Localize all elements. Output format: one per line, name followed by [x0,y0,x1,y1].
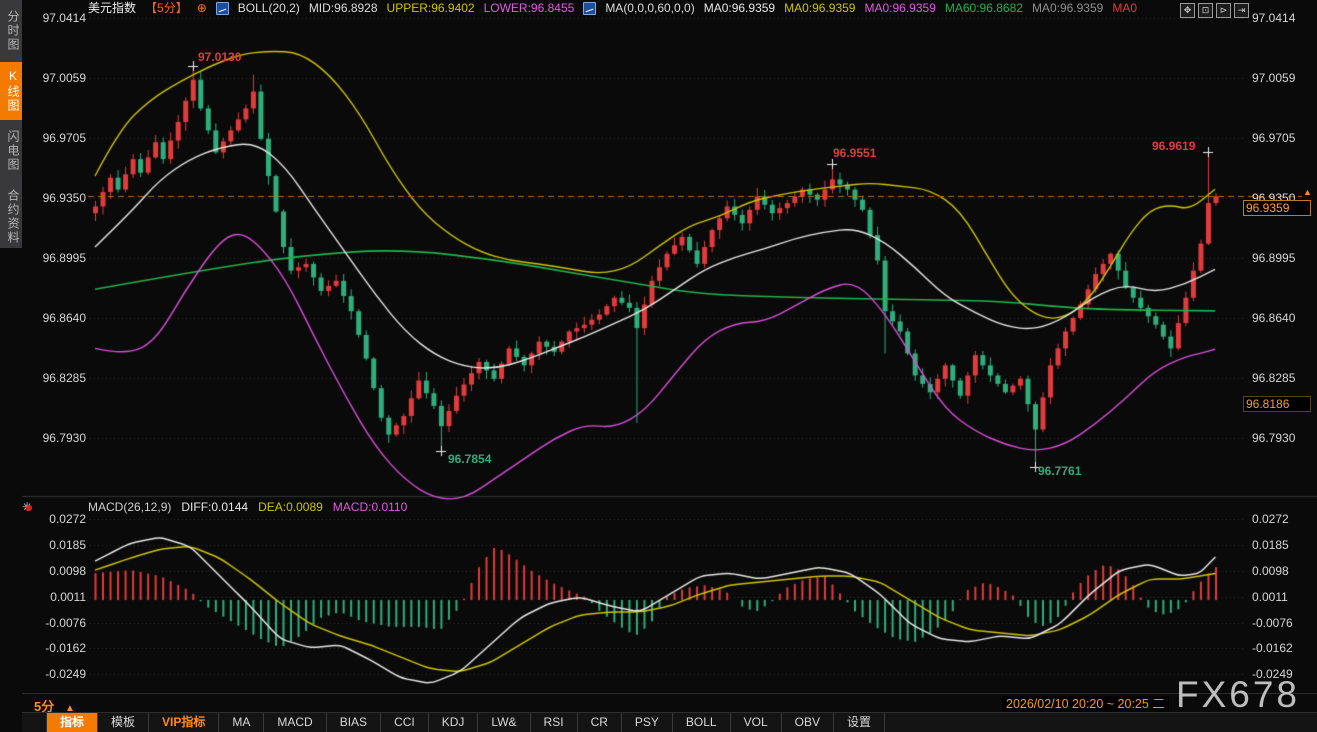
price-annotation: 97.0130 [198,50,242,64]
axis-label: -0.0076 [45,615,86,630]
axis-label: 97.0414 [1252,11,1296,26]
zoom-axes-icon[interactable]: ⊡ [1198,3,1213,18]
toolbar-tab-1[interactable]: 指标 [47,713,99,732]
period-tag: 【5分】 [145,1,188,15]
axis-label: 96.8995 [1252,250,1296,265]
axis-label: 0.0185 [1252,537,1289,552]
indicator-header: 美元指数 【5分】 ⊕ BOLL(20,2) MID:96.8928 UPPER:96.9… [88,1,1137,16]
toolbar-tab-2[interactable]: 模板 [98,713,150,732]
axis-label: 96.8285 [1252,370,1296,385]
axis-label: 0.0098 [49,563,86,578]
toolbar-gap [22,713,47,732]
add-indicator-icon[interactable]: ⊕ [196,1,207,15]
symbol-name: 美元指数 [88,1,137,15]
axis-label: 0.0272 [49,511,86,526]
marked-level-box: 96.8186 [1243,396,1311,412]
toolbar-tab-7[interactable]: CCI [381,713,429,732]
axis-label: 96.9705 [42,131,86,145]
sidebar-item-3[interactable]: 闪电图 [6,130,20,172]
zoom-play-icon[interactable]: ⊳ [1216,3,1231,18]
boll-mid-value: MID:96.8928 [308,1,378,15]
chart-type-sidebar: 分时图 K线图闪电图合约资料 [0,0,22,248]
window-tool-icons: ✥ ⊡ ⊳ ⇥ [1180,3,1249,18]
period-selector[interactable]: 5分 ▲ [34,696,75,715]
ma-value-2: MA0:96.9359 [784,1,856,15]
axis-label: 0.0011 [1252,589,1288,604]
macd-header: MACD(26,12,9) DIFF:0.0144 DEA:0.0089 MACD:0… [88,500,407,515]
sidebar-item-4[interactable]: 合约资料 [6,189,20,245]
boll-lower-value: LOWER:96.8455 [483,1,575,15]
toolbar-tab-14[interactable]: VOL [731,713,782,732]
period-dropdown-arrow-icon: ▲ [62,703,75,714]
ma-value-6: MA0 [1112,1,1138,15]
ma-value-1: MA0:96.9359 [703,1,776,15]
price-annotation: 96.9619 [1152,139,1196,153]
axis-label: -0.0162 [45,641,86,656]
axis-label: 96.8285 [42,370,86,385]
ma60-value: MA60:96.8682 [944,1,1023,15]
toolbar-tab-11[interactable]: CR [578,713,622,732]
toolbar-tab-5[interactable]: MACD [264,713,327,732]
watermark: FX678 [1176,674,1301,715]
axis-label: 96.9350 [42,191,86,205]
boll-label: BOLL(20,2) [237,1,300,15]
current-price-box: 96.9359 [1243,200,1311,216]
mini-chart-icon [583,2,597,15]
toolbar-tab-9[interactable]: LW& [478,713,531,732]
axis-label: 0.0272 [1252,511,1289,526]
axis-label: 96.7930 [42,430,86,445]
toolbar-tab-10[interactable]: RSI [531,713,578,732]
axis-label: 96.7930 [1252,430,1296,445]
axis-label: 97.0059 [42,71,86,86]
toolbar-tab-13[interactable]: BOLL [673,713,731,732]
ma-value-5: MA0:96.9359 [1031,1,1104,15]
axis-label: 0.0011 [50,589,86,604]
axis-label: 97.0414 [42,11,86,26]
diff-value: DIFF:0.0144 [181,500,249,514]
axis-label: -0.0249 [1252,667,1293,682]
timeline-row: 5分 ▲ 2026/02/10 20:20 ~ 20:25 二 [22,693,1317,715]
mini-chart-icon [215,2,229,15]
axis-label: 96.8995 [42,250,86,265]
axis-label: 97.0059 [1252,71,1296,86]
axis-label: 96.9705 [1252,131,1296,145]
ma-value-3: MA0:96.9359 [864,1,936,15]
ma-label: MA(0,0,0,60,0,0) [605,1,695,15]
live-alert-icon [22,500,36,515]
price-annotation: 96.7761 [1038,464,1082,478]
axis-label: 0.0185 [49,537,86,552]
axis-label: -0.0076 [1252,615,1293,630]
toolbar-tab-3[interactable]: VIP指标 [149,713,220,732]
toolbar-tab-12[interactable]: PSY [622,713,673,732]
toolbar-tab-16[interactable]: 设置 [834,713,885,732]
axis-label: 0.0098 [1252,563,1289,578]
toolbar-tab-4[interactable]: MA [219,713,265,732]
macd-value: MACD:0.0110 [332,500,408,514]
sidebar-item-2[interactable]: K线图 [0,62,22,120]
toolbar-tab-6[interactable]: BIAS [327,713,382,732]
indicator-toolbar: 指标 模板 VIP指标 MA MACD BIAS CCI KDJ LW& RSI CR PSY BOLL… [22,712,1317,732]
toolbar-tab-8[interactable]: KDJ [429,713,479,732]
macd-params: MACD(26,12,9) [88,500,172,514]
current-price-arrow-icon: ▲ [1303,187,1312,197]
export-icon[interactable]: ⇥ [1234,3,1249,18]
period-label: 5分 [34,699,55,714]
sidebar-item-1[interactable]: 分时图 [6,10,20,52]
axis-label: 96.8640 [1252,310,1296,325]
time-range-label: 2026/02/10 20:20 ~ 20:25 二 [1002,696,1169,712]
boll-upper-value: UPPER:96.9402 [386,1,475,15]
move-crosshair-icon[interactable]: ✥ [1180,3,1195,18]
axis-label: 96.8640 [42,310,86,325]
toolbar-tab-15[interactable]: OBV [782,713,834,732]
price-annotation: 96.9551 [833,146,877,160]
dea-value: DEA:0.0089 [258,500,323,514]
axis-label: -0.0162 [1252,641,1293,656]
axis-label: -0.0249 [45,667,86,682]
price-annotation: 96.7854 [448,452,492,466]
